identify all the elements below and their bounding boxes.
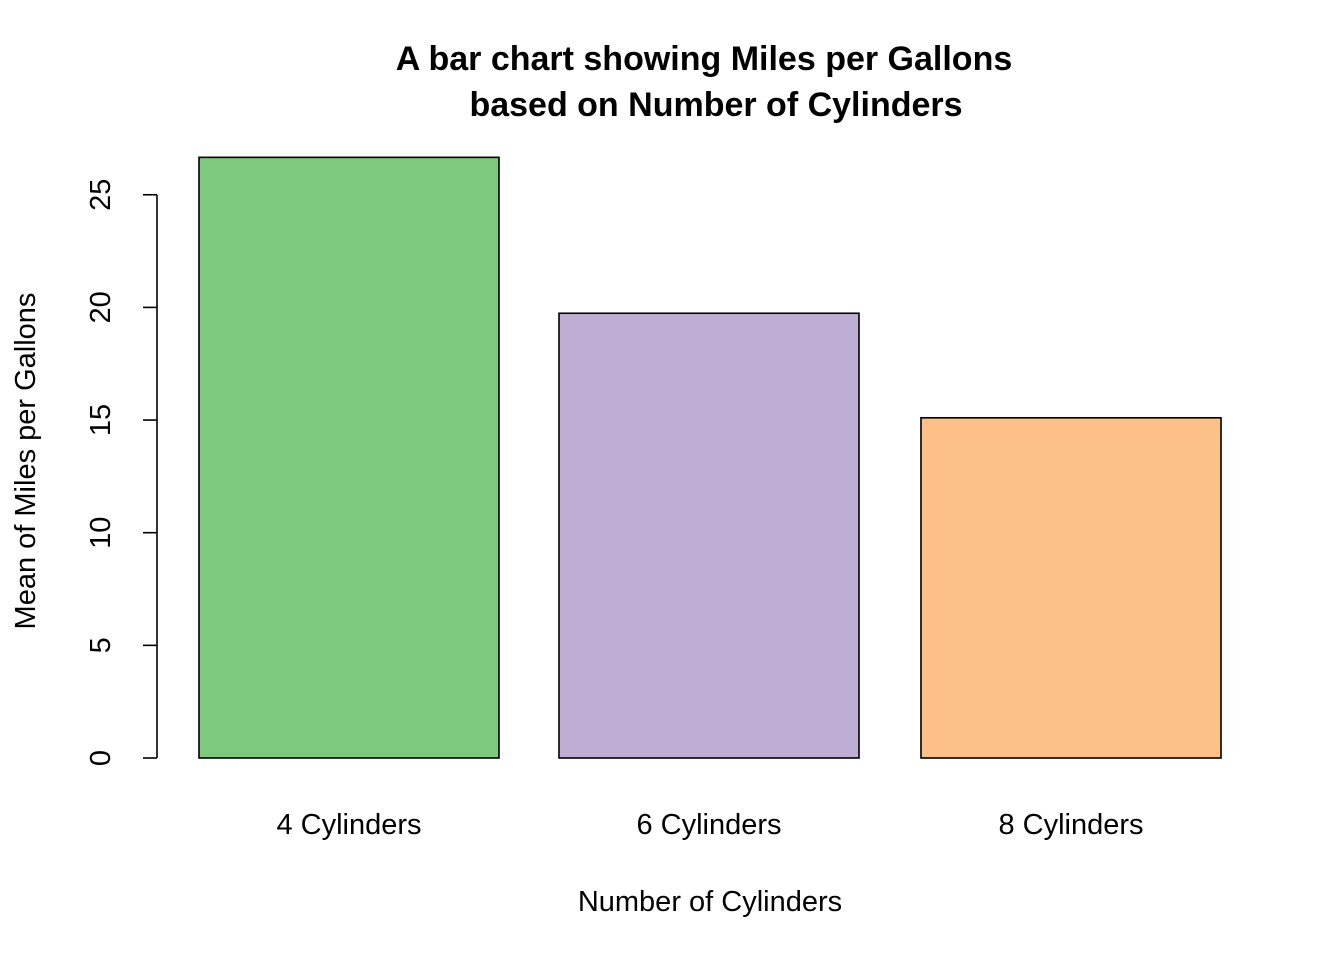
y-tick-label-15: 15 — [85, 404, 117, 436]
bars-group — [198, 156, 1222, 759]
category-labels: 4 Cylinders 6 Cylinders 8 Cylinders — [276, 809, 1143, 841]
category-label-6-cylinders: 6 Cylinders — [636, 809, 781, 841]
y-tick-label-10: 10 — [85, 517, 117, 549]
chart-title-line-2: based on Number of Cylinders — [469, 86, 962, 124]
y-axis: 0 5 10 15 20 25 — [85, 179, 158, 766]
x-axis-label: Number of Cylinders — [578, 886, 842, 918]
chart-title-line-1: A bar chart showing Miles per Gallons — [396, 40, 1013, 78]
y-tick-label-5: 5 — [85, 637, 117, 653]
bar-6-cylinders — [558, 312, 860, 759]
category-label-8-cylinders: 8 Cylinders — [998, 809, 1143, 841]
y-axis-label: Mean of Miles per Gallons — [10, 293, 42, 630]
bar-4-cylinders — [198, 156, 500, 759]
y-tick-label-20: 20 — [85, 291, 117, 323]
bar-8-cylinders — [920, 416, 1222, 759]
category-label-4-cylinders: 4 Cylinders — [276, 809, 421, 841]
y-tick-label-25: 25 — [85, 179, 117, 211]
y-tick-label-0: 0 — [85, 750, 117, 766]
